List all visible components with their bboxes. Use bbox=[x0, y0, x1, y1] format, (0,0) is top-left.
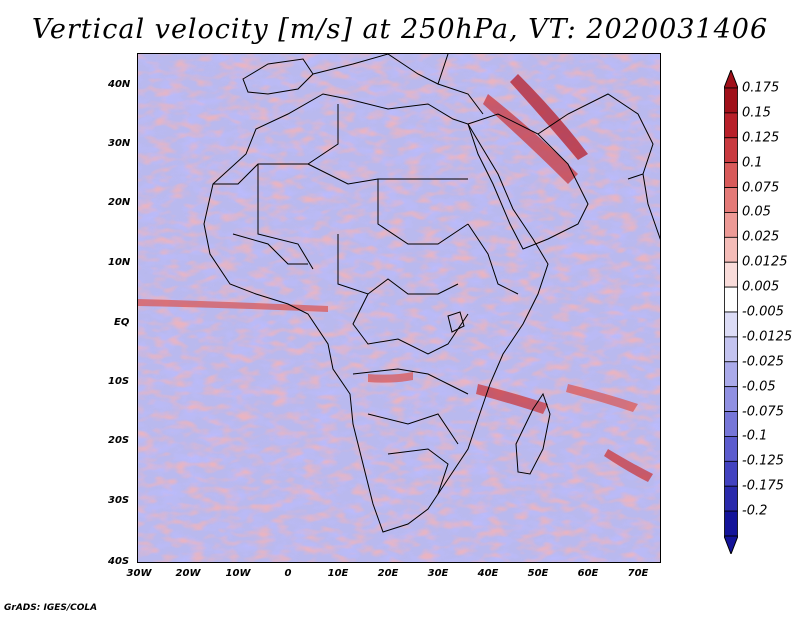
colorbar-segment bbox=[724, 112, 738, 139]
ascent-pattern bbox=[138, 54, 660, 562]
lat-label-30s: 30S bbox=[108, 495, 130, 506]
colorbar-label: 0.125 bbox=[742, 130, 780, 146]
colorbar-min-arrow bbox=[724, 535, 738, 554]
colorbar-label: -0.005 bbox=[742, 304, 784, 320]
colorbar-segment bbox=[724, 286, 738, 313]
colorbar-segment bbox=[724, 485, 738, 512]
colorbar-segment bbox=[724, 87, 738, 114]
colorbar-label: 0.15 bbox=[742, 105, 771, 121]
lon-label-30e: 30E bbox=[427, 568, 449, 579]
lat-label-40n: 40N bbox=[108, 79, 131, 90]
lat-label-10n: 10N bbox=[108, 257, 131, 268]
colorbar-label: -0.075 bbox=[742, 404, 784, 420]
colorbar-segment bbox=[724, 236, 738, 263]
colorbar bbox=[724, 70, 738, 554]
colorbar-segment bbox=[724, 137, 738, 164]
ascent-bands bbox=[138, 74, 653, 482]
lon-label-20w: 20W bbox=[175, 568, 201, 579]
colorbar-segment bbox=[724, 510, 738, 537]
chart-title: Vertical velocity [m/s] at 250hPa, VT: 2… bbox=[31, 14, 769, 45]
vertical-velocity-field bbox=[138, 54, 660, 562]
colorbar-max-arrow bbox=[724, 70, 738, 89]
lat-label-20n: 20N bbox=[108, 197, 131, 208]
colorbar-label: 0.05 bbox=[742, 204, 771, 220]
lon-label-10w: 10W bbox=[225, 568, 251, 579]
lat-label-40s: 40S bbox=[108, 556, 130, 567]
lat-label-30n: 30N bbox=[108, 138, 131, 149]
colorbar-segment bbox=[724, 436, 738, 462]
colorbar-label: -0.05 bbox=[742, 379, 776, 395]
colorbar-segment bbox=[724, 311, 738, 338]
lat-label-10s: 10S bbox=[108, 376, 130, 387]
colorbar-label: -0.0125 bbox=[742, 329, 793, 345]
lon-label-10e: 10E bbox=[327, 568, 349, 579]
colorbar-label: 0.025 bbox=[742, 229, 780, 245]
colorbar-label: 0.175 bbox=[742, 80, 780, 96]
map-panel bbox=[137, 53, 661, 563]
colorbar-segment bbox=[724, 187, 738, 213]
colorbar-label: 0.075 bbox=[742, 180, 780, 196]
grads-credit: GrADS: IGES/COLA bbox=[4, 603, 98, 613]
colorbar-label: -0.175 bbox=[742, 478, 784, 494]
colorbar-label: -0.025 bbox=[742, 354, 784, 370]
colorbar-segment bbox=[724, 460, 738, 487]
colorbar-segment bbox=[724, 411, 738, 437]
lon-label-70e: 70E bbox=[627, 568, 649, 579]
lon-label-0: 0 bbox=[284, 568, 292, 579]
colorbar-label: 0.005 bbox=[742, 279, 780, 295]
lat-label-eq: EQ bbox=[114, 317, 130, 328]
colorbar-segment bbox=[724, 361, 738, 388]
colorbar-segment bbox=[724, 386, 738, 412]
colorbar-segment bbox=[724, 336, 738, 363]
coastlines bbox=[203, 54, 660, 533]
colorbar-label: 0.0125 bbox=[742, 254, 788, 270]
lon-label-60e: 60E bbox=[577, 568, 599, 579]
colorbar-segment bbox=[724, 261, 738, 288]
lon-label-20e: 20E bbox=[377, 568, 399, 579]
colorbar-label: -0.2 bbox=[742, 503, 768, 519]
lat-label-20s: 20S bbox=[108, 435, 130, 446]
colorbar-segment bbox=[724, 212, 738, 238]
colorbar-label: -0.1 bbox=[742, 428, 768, 444]
colorbar-label: 0.1 bbox=[742, 155, 763, 171]
colorbar-segment bbox=[724, 162, 738, 188]
lon-label-30w: 30W bbox=[126, 568, 152, 579]
lon-label-50e: 50E bbox=[527, 568, 549, 579]
colorbar-label: -0.125 bbox=[742, 453, 784, 469]
lon-label-40e: 40E bbox=[477, 568, 499, 579]
